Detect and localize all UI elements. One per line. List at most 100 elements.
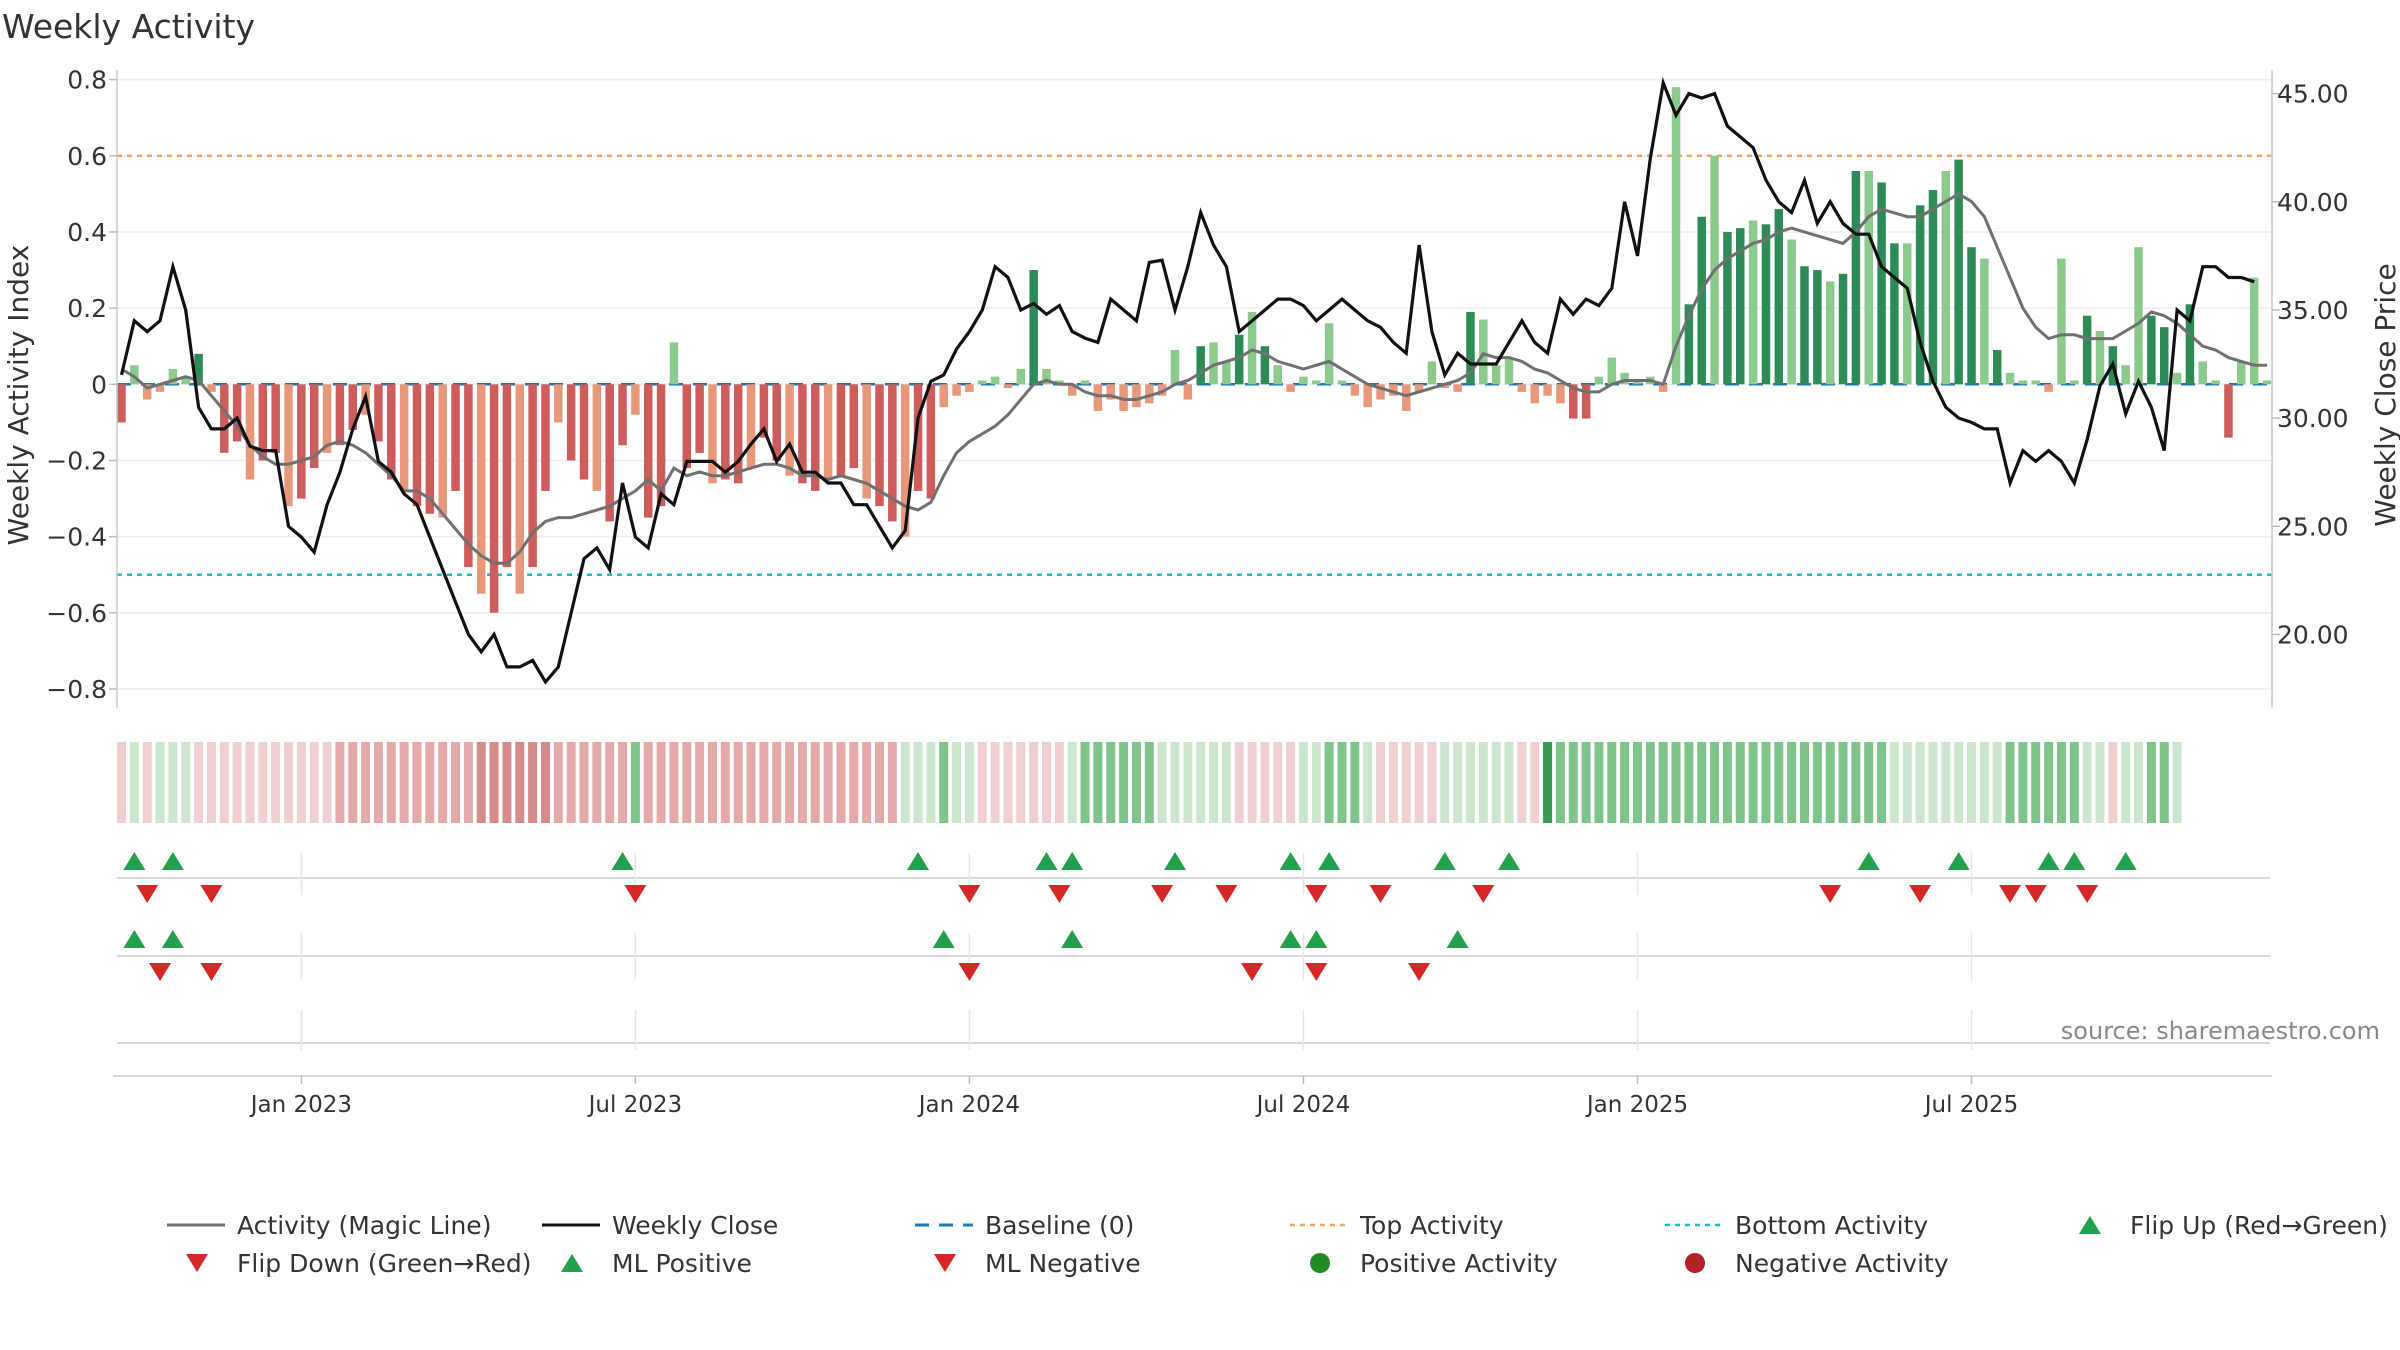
legend-swatch-9 <box>1310 1253 1330 1273</box>
right-tick-label-5: 20.00 <box>2277 620 2349 649</box>
y-axis-label-right: Weekly Close Price <box>2369 263 2400 526</box>
flip-down-marker-6 <box>1215 885 1238 903</box>
heat-cell-95 <box>1337 742 1347 823</box>
heat-cell-143 <box>1954 742 1964 823</box>
activity-bar-99 <box>1389 384 1398 396</box>
heat-cell-116 <box>1607 742 1617 823</box>
flip-up-marker-1 <box>161 852 184 870</box>
activity-bar-106 <box>1479 319 1488 385</box>
flip-down-marker-14 <box>2076 885 2099 903</box>
flip-down-marker-8 <box>1369 885 1392 903</box>
activity-bar-131 <box>1800 266 1809 385</box>
heat-cell-79 <box>1131 742 1141 823</box>
activity-bar-129 <box>1774 209 1784 385</box>
activity-bar-52 <box>785 384 794 476</box>
left-tick-label-3: 0.2 <box>67 294 107 323</box>
activity-bar-108 <box>1504 357 1514 385</box>
left-tick-label-6: −0.4 <box>46 523 107 552</box>
activity-bar-148 <box>2018 380 2028 385</box>
activity-bar-57 <box>849 384 859 469</box>
heat-cell-80 <box>1144 742 1154 823</box>
activity-bar-90 <box>1273 365 1282 385</box>
activity-bar-105 <box>1466 311 1475 385</box>
heat-cell-72 <box>1042 742 1052 823</box>
right-tick-label-2: 35.00 <box>2277 296 2349 325</box>
activity-bar-158 <box>2147 315 2156 385</box>
heat-cell-21 <box>386 742 396 823</box>
flip-up-marker-2 <box>611 852 634 870</box>
heat-cell-58 <box>862 742 872 823</box>
activity-bar-126 <box>1736 228 1745 385</box>
activity-bar-47 <box>721 384 730 480</box>
activity-bar-102 <box>1427 361 1437 385</box>
heat-cell-17 <box>335 742 345 823</box>
heat-cell-138 <box>1889 742 1899 823</box>
heat-cell-141 <box>1928 742 1938 823</box>
left-tick-label-0: 0.8 <box>67 66 107 95</box>
flip-up-marker-8 <box>1318 852 1341 870</box>
heat-cell-122 <box>1684 742 1694 823</box>
heat-cell-119 <box>1645 742 1655 823</box>
activity-bar-147 <box>2005 372 2015 385</box>
activity-bar-121 <box>1671 87 1681 385</box>
heat-cell-112 <box>1555 742 1565 823</box>
activity-bar-103 <box>1440 384 1450 389</box>
magic-line-series <box>120 192 2267 565</box>
heat-cell-130 <box>1787 742 1797 823</box>
activity-bar-32 <box>528 384 537 568</box>
activity-bar-17 <box>335 384 345 446</box>
heat-cell-113 <box>1568 742 1578 823</box>
heat-cell-123 <box>1697 742 1707 823</box>
legend-label-8: ML Negative <box>985 1249 1141 1278</box>
activity-bar-87 <box>1234 334 1244 385</box>
activity-bar-138 <box>1890 243 1899 385</box>
heat-cell-73 <box>1054 742 1064 823</box>
heat-cell-5 <box>181 742 191 823</box>
heat-cell-151 <box>2056 742 2066 823</box>
left-tick-label-1: 0.6 <box>67 142 107 171</box>
heat-cell-12 <box>271 742 281 823</box>
activity-bar-40 <box>631 384 640 415</box>
activity-bar-35 <box>566 384 576 461</box>
heat-cell-115 <box>1594 742 1604 823</box>
activity-bar-153 <box>2082 315 2092 385</box>
heat-cell-152 <box>2069 742 2079 823</box>
activity-bar-125 <box>1723 231 1732 385</box>
heat-cell-127 <box>1748 742 1758 823</box>
right-axis: 45.00 40.00 35.00 30.00 25.00 20.00 <box>2271 70 2349 708</box>
heat-cell-40 <box>630 742 640 823</box>
activity-bar-143 <box>1954 159 1963 385</box>
flip-down-marker-10 <box>1819 885 1842 903</box>
legend-swatch-7 <box>561 1254 583 1272</box>
activity-bar-120 <box>1658 384 1668 392</box>
activity-bar-59 <box>875 384 884 507</box>
heat-cell-87 <box>1234 742 1244 823</box>
heat-cell-156 <box>2121 742 2131 823</box>
ml-positive-marker-5 <box>1305 930 1328 948</box>
heat-cell-140 <box>1915 742 1925 823</box>
heat-cell-82 <box>1170 742 1180 823</box>
activity-bar-11 <box>258 384 268 461</box>
heat-cell-117 <box>1620 742 1630 823</box>
ml-negative-marker-1 <box>200 963 223 981</box>
flip-up-marker-10 <box>1498 852 1521 870</box>
right-tick-label-0: 45.00 <box>2277 80 2349 109</box>
activity-bar-140 <box>1915 205 1925 385</box>
heat-cell-23 <box>412 742 422 823</box>
activity-bar-2 <box>142 384 152 400</box>
heat-cell-53 <box>797 742 807 823</box>
activity-bar-115 <box>1594 376 1604 385</box>
flip-down-marker-5 <box>1151 885 1174 903</box>
activity-bar-55 <box>823 384 833 480</box>
heat-cell-47 <box>720 742 730 823</box>
heat-cell-98 <box>1376 742 1386 823</box>
heat-cell-146 <box>1992 742 2002 823</box>
activity-bar-79 <box>1132 384 1141 408</box>
flip-up-marker-0 <box>123 852 146 870</box>
flip-up-marker-3 <box>907 852 930 870</box>
activity-bar-82 <box>1170 350 1180 385</box>
flip-down-marker-4 <box>1048 885 1071 903</box>
heat-cell-46 <box>707 742 717 823</box>
activity-bar-28 <box>476 384 486 594</box>
